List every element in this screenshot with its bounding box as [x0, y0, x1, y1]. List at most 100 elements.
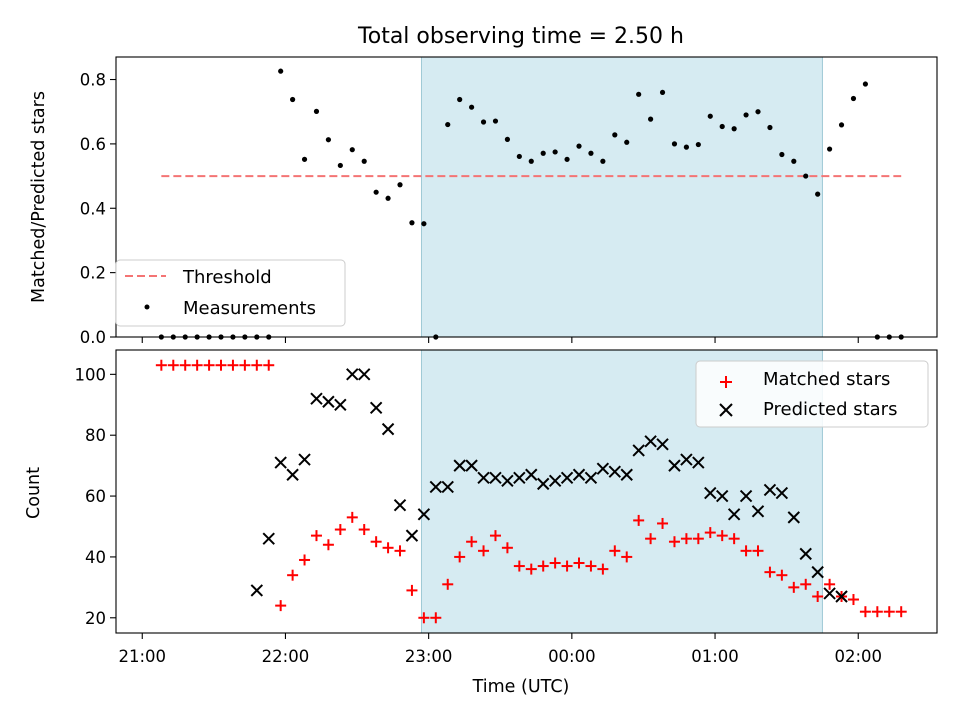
matched-star-point — [275, 600, 287, 612]
measurement-point — [659, 89, 666, 96]
measurement-point — [325, 137, 332, 143]
matched-star-point — [824, 578, 836, 590]
matched-star-point — [883, 606, 895, 618]
matched-star-point — [442, 578, 454, 590]
y-tick-label: 0.2 — [80, 264, 106, 283]
measurement-point — [827, 146, 833, 152]
matched-star-point — [704, 527, 716, 539]
predicted-star-point — [298, 453, 311, 466]
predicted-legend-label: Predicted stars — [763, 399, 897, 420]
measurement-point — [349, 147, 355, 153]
predicted-stars-points — [250, 368, 848, 603]
predicted-star-point — [620, 468, 633, 481]
y-tick-label: 100 — [75, 365, 107, 384]
matched-star-point — [752, 545, 764, 557]
predicted-star-point — [501, 474, 514, 488]
matched-star-point — [299, 554, 311, 566]
matched-star-point — [489, 530, 501, 542]
bottom-y-ticks: 20 40 60 80 100 — [75, 365, 116, 628]
measurement-point — [552, 149, 558, 155]
measurement-point — [385, 195, 391, 201]
measurement-point — [755, 109, 761, 115]
top-legend-box — [115, 259, 346, 327]
measurement-point — [445, 121, 451, 128]
predicted-star-point — [811, 565, 824, 579]
measurements-legend-label: Measurements — [183, 298, 316, 319]
matched-star-point — [478, 545, 490, 557]
measurement-point — [361, 158, 367, 164]
matched-star-point — [191, 359, 203, 371]
matched-star-point — [549, 557, 561, 569]
predicted-star-point — [799, 547, 812, 561]
predicted-star-point — [441, 480, 454, 494]
measurement-point — [707, 113, 713, 119]
matched-star-point — [716, 530, 728, 542]
measurement-point — [624, 139, 630, 145]
predicted-star-point — [274, 456, 287, 469]
predicted-star-point — [369, 401, 383, 415]
measurement-point — [612, 132, 618, 138]
measurement-point — [528, 158, 534, 164]
measurement-point — [278, 68, 284, 74]
predicted-star-point — [548, 474, 562, 488]
measurement-point — [600, 158, 606, 164]
measurement-point — [313, 108, 320, 114]
matched-star-point — [573, 557, 585, 569]
matched-star-point — [692, 533, 704, 545]
predicted-star-point — [704, 486, 717, 500]
matched-star-point — [812, 590, 824, 602]
predicted-star-point — [536, 477, 550, 491]
matched-star-point — [609, 545, 621, 557]
y-tick-label: 80 — [85, 426, 106, 445]
predicted-star-point — [262, 532, 275, 545]
measurement-point — [719, 123, 725, 130]
predicted-star-point — [417, 508, 431, 521]
matched-legend-label: Matched stars — [763, 369, 890, 390]
predicted-star-point — [489, 471, 502, 485]
matched-star-point — [740, 545, 752, 557]
measurement-point — [636, 91, 642, 97]
measurement-point — [803, 173, 809, 179]
matched-star-point — [728, 533, 740, 545]
matched-star-point — [454, 551, 466, 563]
predicted-star-point — [334, 398, 347, 411]
predicted-star-point — [310, 392, 323, 405]
predicted-star-point — [715, 489, 729, 503]
y-tick-label: 60 — [85, 487, 106, 506]
bottom-y-axis-label: Count — [24, 467, 44, 519]
matched-star-point — [382, 542, 394, 554]
matched-star-point — [645, 533, 657, 545]
predicted-legend-swatch — [719, 403, 733, 417]
measurement-point — [695, 141, 701, 148]
measurement-point — [588, 150, 594, 156]
matched-star-point — [346, 511, 358, 523]
measurement-point — [815, 191, 821, 197]
predicted-star-point — [763, 483, 777, 497]
matched-star-point — [227, 359, 239, 371]
top-axes-frame — [115, 56, 938, 338]
predicted-star-point — [787, 511, 801, 524]
predicted-star-point — [286, 468, 299, 481]
x-tick-label: 21:00 — [118, 647, 166, 666]
matched-stars-points — [155, 359, 907, 624]
matched-star-point — [525, 563, 537, 575]
measurement-point — [337, 162, 343, 169]
top-y-ticks: 0.0 0.2 0.4 0.6 0.8 — [80, 71, 116, 347]
matched-star-point — [800, 578, 812, 590]
matched-star-point — [430, 612, 442, 624]
matched-star-point — [322, 539, 334, 551]
y-tick-label: 0.0 — [80, 328, 106, 347]
predicted-star-point — [692, 456, 705, 469]
matched-star-point — [251, 359, 263, 371]
matched-star-point — [668, 536, 680, 548]
matched-star-point — [418, 612, 430, 624]
matched-star-point — [358, 524, 370, 536]
predicted-star-point — [751, 505, 765, 518]
predicted-star-point — [405, 529, 419, 542]
measurement-point — [576, 143, 582, 149]
predicted-star-point — [835, 590, 848, 603]
measurement-point — [516, 153, 522, 160]
predicted-star-point — [680, 453, 693, 466]
y-tick-label: 20 — [85, 609, 106, 628]
predicted-star-point — [608, 465, 622, 478]
